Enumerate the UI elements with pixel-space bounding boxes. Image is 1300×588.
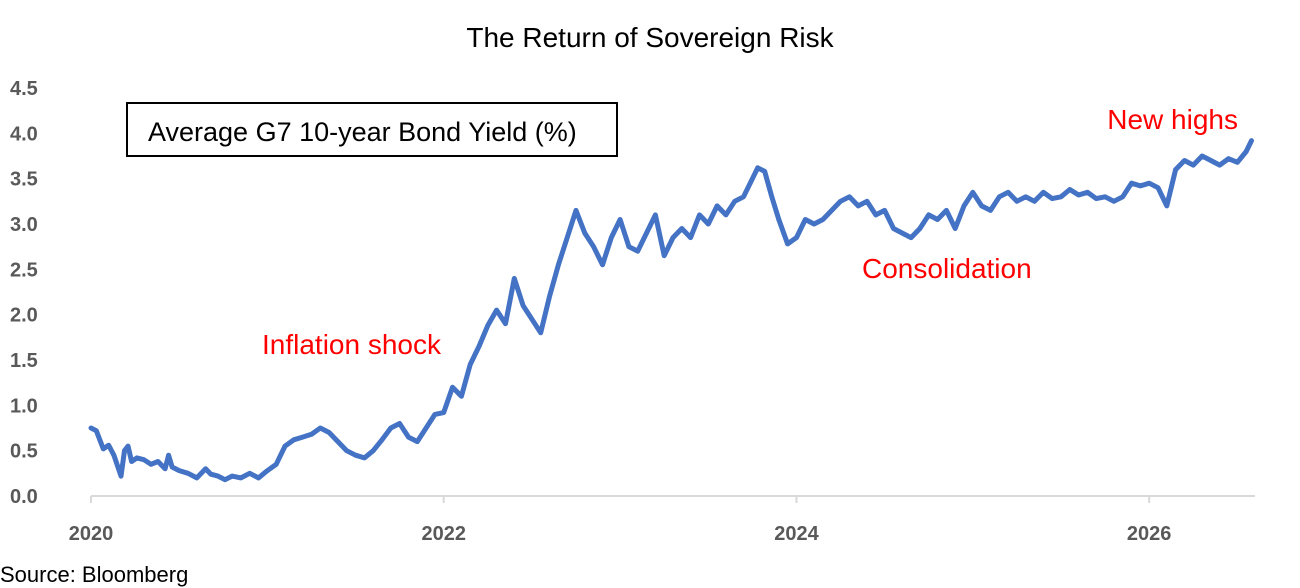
chart-title: The Return of Sovereign Risk [466,22,834,53]
y-tick-label: 1.5 [10,350,38,372]
x-tick-label: 2024 [774,523,819,545]
x-tick-label: 2022 [421,523,466,545]
y-tick-label: 0.5 [10,441,38,463]
y-tick-label: 2.0 [10,305,38,327]
y-tick-label: 3.0 [10,214,38,236]
source-note: Source: Bloomberg [0,562,189,587]
x-axis: 2020 2022 2024 2026 [69,495,1255,545]
annotation-label: Consolidation [862,253,1032,284]
legend-box: Average G7 10-year Bond Yield (%) [126,102,618,157]
y-tick-label: 4.5 [10,78,38,100]
series-group [88,138,1254,483]
y-tick-label: 0.0 [10,486,38,508]
y-tick-label: 3.5 [10,169,38,191]
y-tick-label: 4.0 [10,123,38,145]
chart-svg: The Return of Sovereign Risk 0.0 0.5 1.0 1.… [10,22,1255,545]
annotation-label: New highs [1107,104,1238,135]
y-axis-ticks: 0.0 0.5 1.0 1.5 2.0 2.5 3.0 3.5 4.0 4.5 [10,78,38,508]
legend-box-label: Average G7 10-year Bond Yield (%) [148,117,577,147]
x-tick-label: 2026 [1127,523,1172,545]
x-tick-label: 2020 [69,523,114,545]
series-line [88,138,1254,483]
annotations: Inflation shock Consolidation New highs [262,104,1238,360]
annotation-label: Inflation shock [262,329,442,360]
legend-box-frame [126,102,618,157]
y-tick-label: 2.5 [10,259,38,281]
y-tick-label: 1.0 [10,395,38,417]
